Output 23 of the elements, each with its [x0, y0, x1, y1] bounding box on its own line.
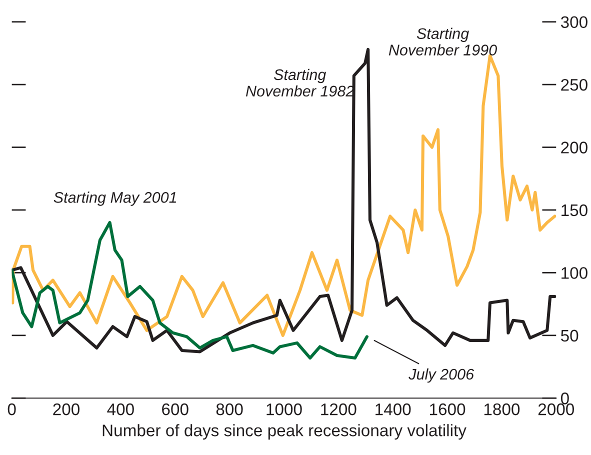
x-tick-label: 200 [53, 403, 80, 416]
x-tick-label: 0 [8, 403, 16, 416]
y-tick-label: 0 [560, 392, 569, 404]
x-tick-label: 1200 [321, 403, 356, 416]
y-tick-label: 250 [561, 78, 588, 91]
series-label: Starting November 1982 [246, 68, 354, 97]
x-tick-label: 1000 [266, 403, 302, 416]
annotation: July 2006 [408, 368, 474, 383]
y-tick-label: 150 [562, 204, 588, 216]
x-tick-label: 800 [216, 403, 243, 416]
series-label: Starting May 2001 [54, 192, 176, 206]
y-tick-label: 200 [561, 142, 588, 154]
x-tick-label: 2000 [538, 403, 574, 416]
series-label: Starting November 1990 [388, 28, 498, 56]
x-tick-label: 1600 [430, 403, 466, 416]
y-tick-label: 300 [560, 16, 588, 28]
y-tick-label: 50 [560, 330, 578, 342]
x-tick-label: 1800 [484, 403, 520, 416]
x-tick-label: 400 [107, 403, 134, 416]
x-tick-label: 600 [162, 403, 188, 416]
y-tick-label: 100 [562, 267, 588, 279]
x-axis-title: Number of days since peak recessionary volatility [102, 424, 466, 440]
x-tick-label: 1400 [376, 403, 411, 416]
